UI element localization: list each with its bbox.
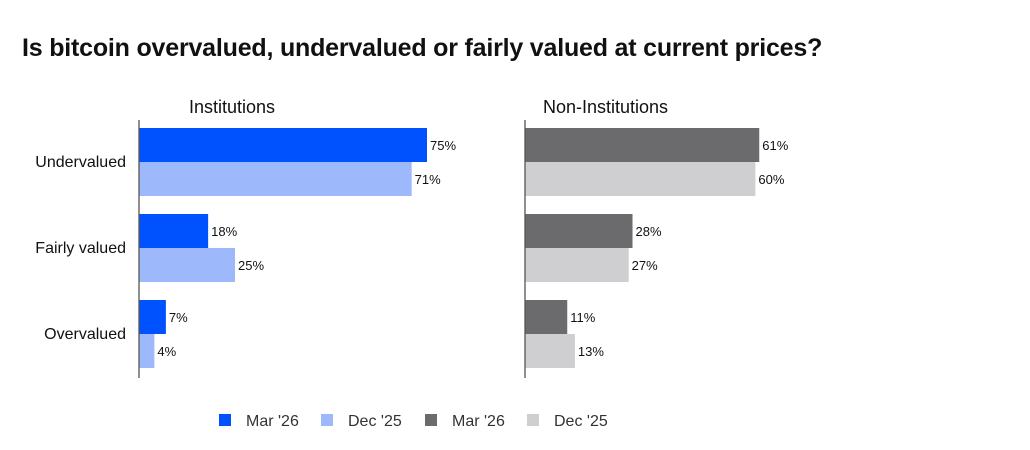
panel-title: Non-Institutions [543, 97, 668, 117]
data-label: 25% [238, 258, 264, 273]
bar [139, 162, 412, 196]
bar [525, 248, 629, 282]
bar [139, 128, 427, 162]
bar [525, 334, 575, 368]
category-label: Fairly valued [35, 240, 126, 257]
legend-swatch [219, 414, 231, 426]
bar [139, 248, 235, 282]
bar [525, 300, 568, 334]
data-label: 60% [758, 172, 784, 187]
data-label: 18% [211, 224, 237, 239]
data-label: 13% [578, 344, 604, 359]
data-label: 71% [415, 172, 441, 187]
panel-title: Institutions [189, 97, 275, 117]
data-label: 28% [636, 224, 662, 239]
bar [525, 214, 633, 248]
data-label: 4% [157, 344, 176, 359]
category-label: Undervalued [35, 154, 126, 171]
data-label: 75% [430, 138, 456, 153]
legend-label: Mar '26 [452, 413, 505, 430]
bar [525, 162, 756, 196]
data-label: 27% [632, 258, 658, 273]
data-label: 61% [762, 138, 788, 153]
legend-swatch [527, 414, 539, 426]
bar [139, 334, 155, 368]
legend-label: Dec '25 [348, 413, 402, 430]
legend-swatch [321, 414, 333, 426]
data-label: 11% [570, 310, 595, 325]
bar [139, 300, 166, 334]
category-label: Overvalued [44, 326, 126, 343]
data-label: 7% [169, 310, 188, 325]
legend-label: Dec '25 [554, 413, 608, 430]
chart-title: Is bitcoin overvalued, undervalued or fa… [22, 34, 823, 62]
bar [525, 128, 760, 162]
legend-swatch [425, 414, 437, 426]
legend-label: Mar '26 [246, 413, 299, 430]
bar [139, 214, 209, 248]
